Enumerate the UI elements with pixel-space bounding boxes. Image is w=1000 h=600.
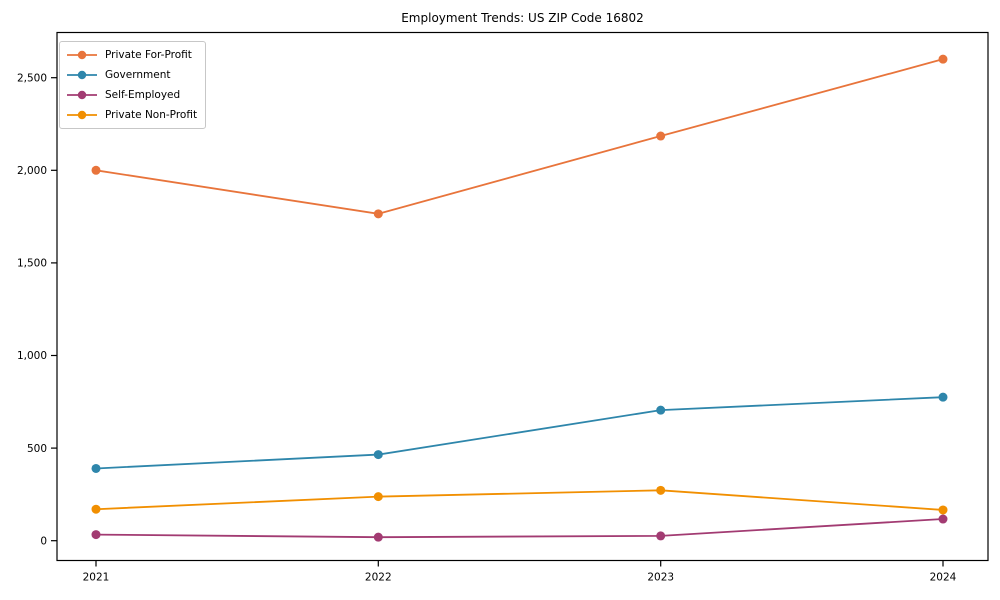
series-line-private-for-profit [95, 58, 944, 215]
legend-marker-icon-private-non-profit [67, 110, 97, 120]
legend-marker-icon-self-employed [67, 90, 97, 100]
legend-item-government: Government [66, 65, 197, 85]
data-point-government-2024 [938, 392, 948, 402]
data-point-government-2023 [656, 405, 666, 415]
x-tick-label: 2022 [365, 572, 392, 584]
y-tick-label: 500 [27, 443, 47, 455]
legend-label: Private Non-Profit [105, 109, 198, 121]
data-point-private-non-profit-2022 [373, 492, 383, 502]
y-tick-label: 1,000 [17, 350, 47, 362]
data-point-self-employed-2021 [91, 530, 101, 540]
data-point-government-2022 [373, 450, 383, 460]
series-line-private-non-profit [95, 489, 944, 511]
legend-marker-icon-private-for-profit [67, 50, 97, 60]
y-tick-label: 1,500 [17, 258, 47, 270]
data-point-private-for-profit-2022 [373, 209, 383, 219]
x-tick-label: 2024 [930, 572, 957, 584]
data-point-self-employed-2024 [938, 514, 948, 524]
data-point-self-employed-2022 [373, 532, 383, 542]
plot-border [56, 31, 989, 562]
y-tick-label: 2,500 [17, 72, 47, 84]
data-point-private-for-profit-2024 [938, 54, 948, 64]
chart-title: Employment Trends: US ZIP Code 16802 [401, 11, 644, 25]
data-point-private-for-profit-2021 [91, 165, 101, 175]
data-point-private-non-profit-2024 [938, 505, 948, 515]
legend-label: Government [105, 69, 171, 81]
series-line-self-employed [95, 518, 944, 539]
data-point-private-non-profit-2021 [91, 504, 101, 514]
data-point-government-2021 [91, 463, 101, 473]
chart-legend: Private For-Profit Government Self-Employe… [59, 41, 207, 129]
x-tick-label: 2021 [83, 572, 110, 584]
legend-label: Self-Employed [105, 89, 181, 101]
data-point-private-non-profit-2023 [656, 485, 666, 495]
series-line-government [95, 396, 944, 470]
legend-item-private-non-profit: Private Non-Profit [66, 105, 197, 125]
y-tick-label: 0 [40, 535, 47, 547]
y-tick-label: 2,000 [17, 165, 47, 177]
x-tick-label: 2023 [647, 572, 674, 584]
legend-item-self-employed: Self-Employed [66, 85, 197, 105]
legend-item-private-for-profit: Private For-Profit [66, 45, 197, 65]
data-point-self-employed-2023 [656, 531, 666, 541]
legend-label: Private For-Profit [105, 49, 192, 61]
data-point-private-for-profit-2023 [656, 131, 666, 141]
legend-marker-icon-government [67, 70, 97, 80]
